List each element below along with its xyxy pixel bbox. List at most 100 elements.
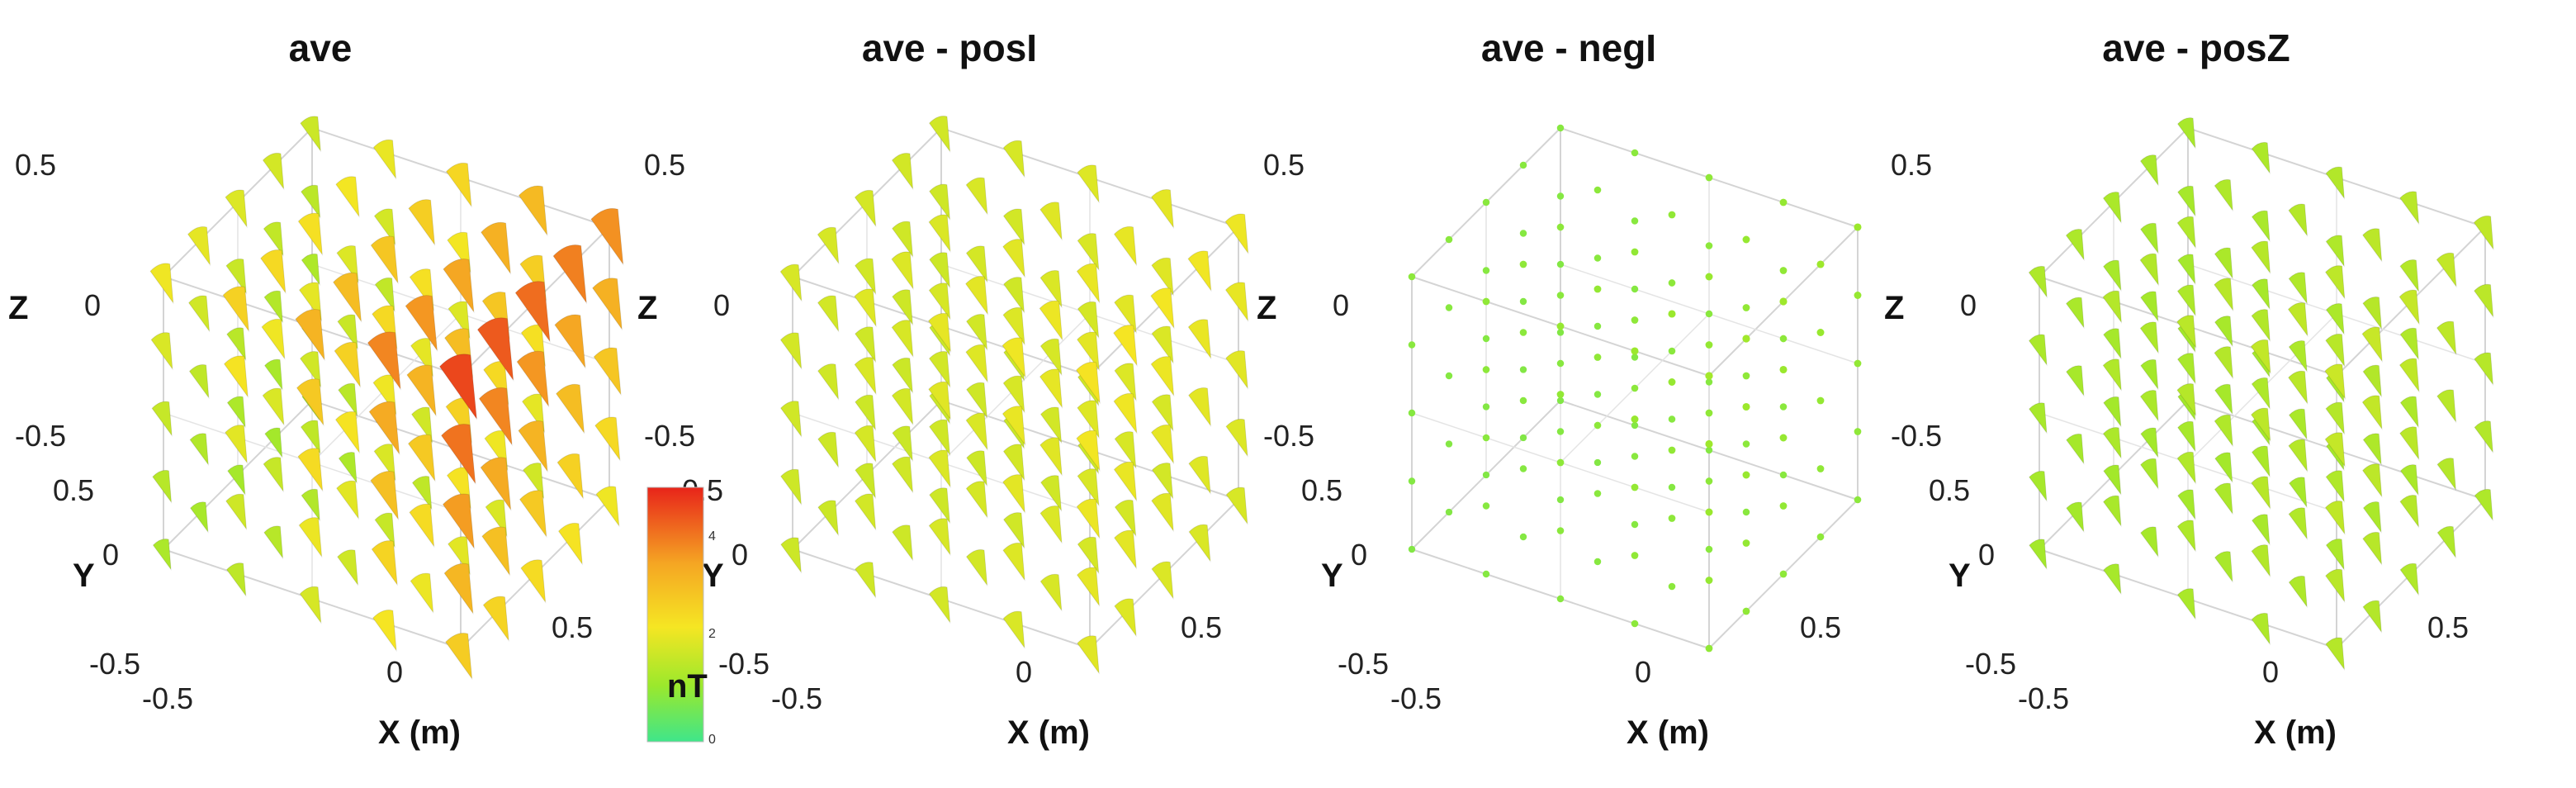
field-vector	[928, 381, 951, 421]
field-vector	[1854, 359, 1862, 368]
field-vector	[554, 314, 586, 369]
field-vector	[406, 364, 437, 417]
field-vector	[2251, 377, 2271, 411]
field-vector	[2399, 191, 2420, 225]
field-vector	[1519, 161, 1527, 169]
field-vector	[1742, 539, 1750, 547]
field-vector	[1519, 230, 1527, 237]
field-vector	[1556, 458, 1565, 467]
field-vector	[1114, 529, 1137, 570]
field-vector	[1631, 520, 1639, 529]
field-vector	[1482, 403, 1490, 411]
field-vector	[1151, 257, 1174, 297]
y-tick-label: 0	[102, 538, 119, 572]
field-vector	[1408, 545, 1416, 553]
panel-3: ave - negI 0.5 0 -0.5 Z 0.5 0 -0.5 Y -0.5 0 0.5 X (m…	[1257, 26, 1862, 751]
field-vector	[1816, 329, 1825, 336]
field-vector	[296, 378, 324, 427]
field-vector	[855, 394, 876, 431]
field-vector	[2288, 339, 2308, 373]
field-vector	[150, 332, 173, 371]
field-vector	[1705, 477, 1713, 485]
panel-title: ave	[289, 26, 353, 69]
field-vector	[264, 427, 283, 459]
field-vector	[1816, 396, 1825, 405]
field-vector	[1188, 524, 1211, 563]
field-vector	[410, 572, 434, 614]
field-vector	[855, 562, 877, 599]
field-vector	[1705, 378, 1713, 386]
field-vector	[299, 586, 322, 624]
field-vector	[1482, 366, 1490, 373]
field-vector	[1816, 260, 1825, 268]
field-vector	[965, 177, 988, 216]
field-vector	[2288, 408, 2308, 441]
field-vector	[2250, 339, 2271, 375]
field-vector	[2214, 346, 2233, 380]
field-vector	[1631, 421, 1639, 430]
field-vector	[261, 318, 286, 360]
field-vector	[371, 540, 398, 586]
field-vector	[1556, 124, 1565, 132]
field-vector	[2361, 326, 2383, 363]
field-vector	[445, 632, 473, 681]
y-axis-label: Y	[1949, 558, 1971, 594]
field-vector	[1705, 173, 1713, 182]
colorbar-label: nT	[667, 668, 708, 705]
field-vector	[2140, 526, 2159, 558]
field-vector	[1668, 310, 1676, 318]
field-vector	[2436, 320, 2457, 356]
field-vector	[1742, 508, 1750, 516]
field-vector	[817, 226, 840, 265]
field-vector	[1482, 502, 1490, 510]
field-vector	[590, 207, 624, 266]
field-vector	[855, 326, 877, 363]
field-vector	[223, 355, 249, 398]
field-vector	[2102, 495, 2122, 528]
field-vector	[445, 162, 472, 208]
field-vector	[518, 185, 548, 237]
field-vector	[1039, 437, 1063, 477]
field-vector	[2325, 568, 2346, 603]
field-vector	[1150, 424, 1175, 465]
field-vector	[1114, 598, 1137, 638]
field-vector	[1408, 477, 1416, 485]
field-vector	[1556, 223, 1565, 231]
field-vector	[2324, 432, 2346, 468]
x-axis-label: X (m)	[1007, 714, 1090, 751]
field-vector	[516, 350, 550, 408]
field-vector	[301, 253, 320, 287]
field-vector	[1631, 149, 1639, 157]
field-vector	[1077, 635, 1100, 675]
field-vector	[2176, 520, 2196, 553]
field-vector	[1779, 502, 1788, 510]
z-tick-label: -0.5	[644, 419, 695, 453]
field-vector	[411, 406, 433, 444]
field-vector	[1114, 294, 1137, 335]
y-tick-label: 0	[732, 538, 748, 572]
field-vector	[2399, 327, 2419, 361]
field-vector	[2398, 289, 2420, 325]
field-vector	[227, 464, 246, 496]
field-vector	[438, 354, 478, 420]
field-vector	[855, 463, 876, 500]
field-vector	[2399, 426, 2420, 461]
field-vector	[854, 357, 877, 396]
field-vector	[1668, 446, 1676, 454]
field-vector	[2103, 464, 2122, 496]
field-vector	[301, 184, 321, 220]
field-vector	[2140, 458, 2159, 491]
field-vector	[1113, 325, 1138, 368]
field-vector	[2176, 451, 2196, 485]
field-vector	[263, 457, 284, 493]
field-vector	[2324, 363, 2346, 401]
field-vector	[2139, 390, 2159, 422]
field-vector	[1187, 319, 1212, 360]
field-vector	[514, 281, 551, 344]
field-vector	[1408, 273, 1416, 281]
y-tick-label: 0.5	[53, 473, 94, 507]
field-vector	[2252, 514, 2271, 546]
x-tick-label: -0.5	[142, 681, 193, 715]
field-vector	[333, 272, 362, 323]
